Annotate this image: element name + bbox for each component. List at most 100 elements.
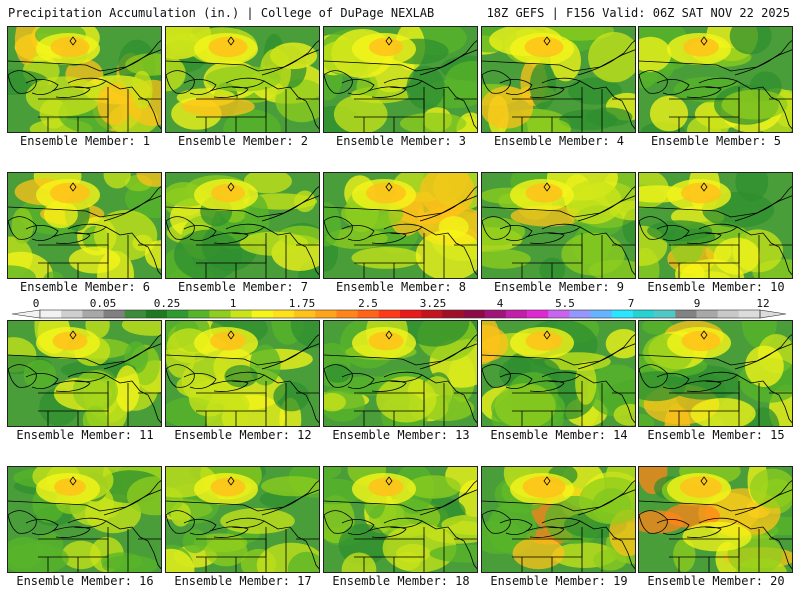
ensemble-member-label: Ensemble Member: 8	[335, 280, 467, 294]
ensemble-map-panel[interactable]	[323, 26, 478, 133]
ensemble-member-label: Ensemble Member: 15	[647, 428, 785, 442]
precip-map	[8, 467, 161, 572]
colorbar-tick-label: 2.5	[358, 297, 378, 310]
colorbar-swatch	[696, 310, 718, 318]
ensemble-map-panel[interactable]	[7, 320, 162, 427]
colorbar-swatch	[124, 310, 147, 318]
colorbar-tick-label: 12	[756, 297, 769, 310]
colorbar-swatch	[378, 310, 401, 318]
colorbar-tick-label: 0.25	[154, 297, 181, 310]
colorbar-swatch	[315, 310, 337, 318]
colorbar-tick-label: 9	[694, 297, 701, 310]
precip-map	[324, 173, 477, 278]
ensemble-map-panel[interactable]	[638, 466, 793, 573]
ensemble-member-label: Ensemble Member: 18	[332, 574, 470, 588]
colorbar-tick-label: 0.05	[90, 297, 117, 310]
colorbar-swatch	[654, 310, 676, 318]
colorbar-tick-label: 4	[497, 297, 504, 310]
precip-map	[482, 173, 635, 278]
ensemble-member-label: Ensemble Member: 20	[647, 574, 785, 588]
colorbar-swatch	[251, 310, 274, 318]
colorbar-swatch	[82, 310, 104, 318]
colorbar-swatch	[209, 310, 231, 318]
colorbar-tick-label: 7	[628, 297, 635, 310]
ensemble-map-panel[interactable]	[165, 466, 320, 573]
ensemble-map-panel[interactable]	[7, 26, 162, 133]
ensemble-member-label: Ensemble Member: 12	[174, 428, 312, 442]
ensemble-map-panel[interactable]	[638, 172, 793, 279]
colorbar-swatch	[717, 310, 740, 318]
colorbar-swatch	[505, 310, 528, 318]
colorbar-tick-label: 1	[230, 297, 237, 310]
colorbar-swatch	[569, 310, 591, 318]
colorbar-swatch	[421, 310, 443, 318]
colorbar-swatch	[188, 310, 210, 318]
ensemble-member-label: Ensemble Member: 3	[335, 134, 467, 148]
ensemble-map-panel[interactable]	[481, 172, 636, 279]
colorbar-swatch	[294, 310, 316, 318]
ensemble-member-label: Ensemble Member: 5	[650, 134, 782, 148]
ensemble-map-panel[interactable]	[481, 320, 636, 427]
colorbar-swatch	[145, 310, 168, 318]
ensemble-map-panel[interactable]	[638, 320, 793, 427]
ensemble-member-label: Ensemble Member: 1	[19, 134, 151, 148]
precip-map	[166, 27, 319, 132]
precip-map	[8, 173, 161, 278]
ensemble-map-panel[interactable]	[481, 466, 636, 573]
ensemble-map-panel[interactable]	[323, 172, 478, 279]
colorbar-swatch	[357, 310, 380, 318]
colorbar-swatch	[230, 310, 253, 318]
colorbar-swatch	[40, 310, 62, 318]
ensemble-member-label: Ensemble Member: 14	[490, 428, 628, 442]
precip-map	[639, 321, 792, 426]
ensemble-member-label: Ensemble Member: 13	[332, 428, 470, 442]
ensemble-map-panel[interactable]	[323, 466, 478, 573]
precip-map	[639, 173, 792, 278]
precip-map	[324, 321, 477, 426]
ensemble-member-label: Ensemble Member: 16	[16, 574, 154, 588]
ensemble-member-label: Ensemble Member: 11	[16, 428, 154, 442]
colorbar-swatch	[61, 310, 83, 318]
precip-map	[166, 321, 319, 426]
ensemble-member-label: Ensemble Member: 7	[177, 280, 309, 294]
colorbar-swatch	[675, 310, 697, 318]
ensemble-member-label: Ensemble Member: 10	[647, 280, 785, 294]
ensemble-member-label: Ensemble Member: 6	[19, 280, 151, 294]
colorbar-swatch	[336, 310, 358, 318]
ensemble-member-label: Ensemble Member: 9	[493, 280, 625, 294]
colorbar-swatch	[527, 310, 549, 318]
precip-map	[482, 27, 635, 132]
precip-map	[324, 27, 477, 132]
precip-map	[482, 467, 635, 572]
precip-map	[8, 27, 161, 132]
ensemble-member-label: Ensemble Member: 19	[490, 574, 628, 588]
colorbar-swatch	[484, 310, 507, 318]
colorbar-swatch	[167, 310, 189, 318]
colorbar-max-arrow	[759, 309, 787, 319]
colorbar-swatch	[548, 310, 570, 318]
precip-map	[166, 467, 319, 572]
precip-map	[324, 467, 477, 572]
precip-colorbar: 0 0.05 0.25 1 1.75 2.5 3.25 4 5.5 7 9 12	[11, 297, 787, 319]
colorbar-tick-label: 1.75	[289, 297, 316, 310]
colorbar-tick-label: 3.25	[420, 297, 447, 310]
colorbar-tick-label: 5.5	[555, 297, 575, 310]
ensemble-map-panel[interactable]	[481, 26, 636, 133]
ensemble-map-panel[interactable]	[638, 26, 793, 133]
colorbar-swatch	[632, 310, 655, 318]
ensemble-map-panel[interactable]	[165, 320, 320, 427]
ensemble-map-panel[interactable]	[165, 26, 320, 133]
ensemble-map-panel[interactable]	[165, 172, 320, 279]
ensemble-map-panel[interactable]	[7, 172, 162, 279]
colorbar-min-arrow	[11, 309, 41, 319]
colorbar-swatch	[400, 310, 422, 318]
ensemble-map-panel[interactable]	[323, 320, 478, 427]
colorbar-tick-label: 0	[33, 297, 40, 310]
precip-map	[639, 467, 792, 572]
ensemble-member-label: Ensemble Member: 17	[174, 574, 312, 588]
colorbar-swatch	[590, 310, 613, 318]
precip-map	[639, 27, 792, 132]
ensemble-map-panel[interactable]	[7, 466, 162, 573]
colorbar-swatch	[442, 310, 464, 318]
map-title: Precipitation Accumulation (in.) | Colle…	[8, 6, 435, 20]
